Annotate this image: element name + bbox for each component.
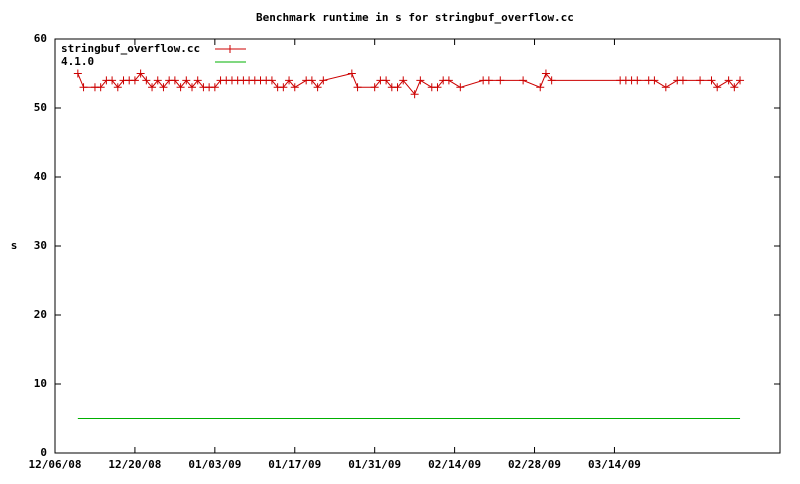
data-point — [707, 76, 716, 85]
y-tick-label: 50 — [34, 101, 47, 114]
y-tick-label: 20 — [34, 308, 47, 321]
plot-frame — [54, 38, 781, 454]
data-point — [736, 76, 745, 85]
data-point — [730, 83, 739, 92]
y-tick-label: 40 — [34, 170, 47, 183]
data-point — [279, 83, 288, 92]
x-tick-label: 01/03/09 — [188, 458, 241, 471]
data-point — [547, 76, 556, 85]
data-point — [148, 83, 157, 92]
x-tick-label: 12/20/08 — [108, 458, 161, 471]
data-point — [444, 76, 453, 85]
data-point — [353, 83, 362, 92]
data-point — [347, 69, 356, 78]
y-tick-label: 10 — [34, 377, 47, 390]
data-point — [79, 83, 88, 92]
legend-label: 4.1.0 — [61, 55, 94, 68]
data-point — [399, 76, 408, 85]
data-point — [661, 83, 670, 92]
data-point — [393, 83, 402, 92]
legend-marker — [226, 45, 234, 53]
data-point — [416, 76, 425, 85]
data-point — [410, 90, 419, 99]
data-point — [73, 69, 82, 78]
data-point — [713, 83, 722, 92]
data-point — [182, 76, 191, 85]
x-tick-label: 12/06/08 — [29, 458, 82, 471]
data-point — [170, 76, 179, 85]
data-point — [633, 76, 642, 85]
data-point — [484, 76, 493, 85]
data-point — [159, 83, 168, 92]
data-point — [142, 76, 151, 85]
data-point — [210, 83, 219, 92]
y-tick-label: 0 — [40, 446, 47, 459]
x-tick-label: 01/31/09 — [348, 458, 401, 471]
data-point — [678, 76, 687, 85]
data-point — [96, 83, 105, 92]
x-tick-label: 02/14/09 — [428, 458, 481, 471]
data-point — [188, 83, 197, 92]
data-point — [496, 76, 505, 85]
data-point — [113, 83, 122, 92]
data-point — [290, 83, 299, 92]
data-point — [176, 83, 185, 92]
data-point — [536, 83, 545, 92]
data-point — [130, 76, 139, 85]
data-point — [724, 76, 733, 85]
data-point — [285, 76, 294, 85]
data-point — [319, 76, 328, 85]
data-point — [456, 83, 465, 92]
y-tick-label: 30 — [34, 239, 47, 252]
y-tick-label: 60 — [34, 32, 47, 45]
data-point — [108, 76, 117, 85]
data-point — [136, 69, 145, 78]
data-point — [193, 76, 202, 85]
data-point — [370, 83, 379, 92]
y-axis-label: s — [11, 239, 18, 252]
x-tick-label: 02/28/09 — [508, 458, 561, 471]
legend-label: stringbuf_overflow.cc — [61, 42, 200, 55]
data-point — [519, 76, 528, 85]
data-point — [313, 83, 322, 92]
data-point — [433, 83, 442, 92]
data-point — [650, 76, 659, 85]
data-point — [307, 76, 316, 85]
series-line — [77, 72, 741, 96]
chart-title: Benchmark runtime in s for stringbuf_ove… — [256, 11, 574, 24]
data-point — [696, 76, 705, 85]
data-point — [382, 76, 391, 85]
data-point — [267, 76, 276, 85]
x-tick-label: 03/14/09 — [588, 458, 641, 471]
x-tick-label: 01/17/09 — [268, 458, 321, 471]
data-point — [153, 76, 162, 85]
data-point — [541, 69, 550, 78]
